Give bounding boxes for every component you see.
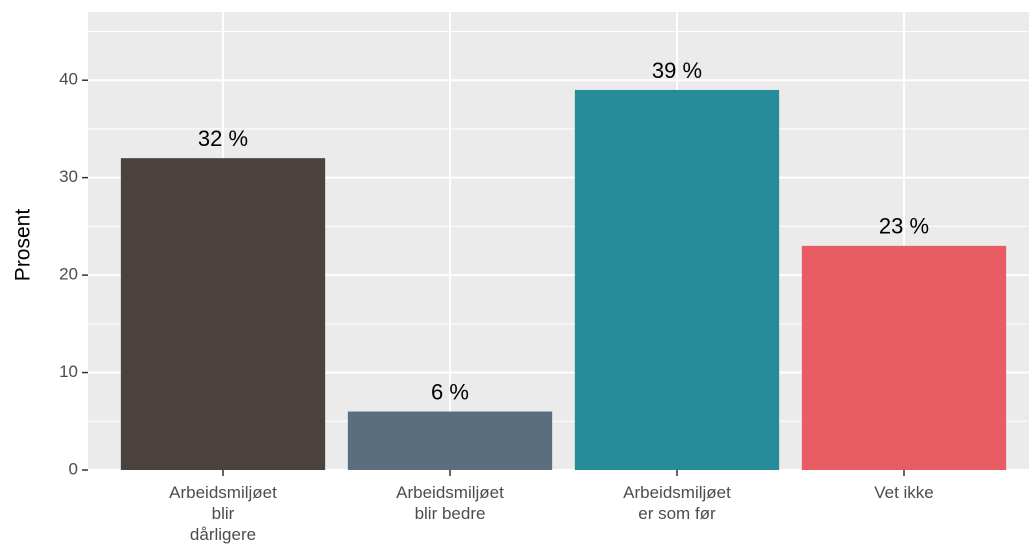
x-tick-label-line: Arbeidsmiljøet bbox=[623, 483, 731, 502]
x-tick-label: Arbeidsmiljøet er som før bbox=[623, 483, 731, 523]
y-tick-label: 20 bbox=[59, 265, 78, 284]
x-tick-label-line: Arbeidsmiljøet bbox=[396, 483, 504, 502]
x-tick-label-line: dårligere bbox=[190, 525, 256, 544]
bar bbox=[574, 89, 780, 470]
x-tick-label-line: Arbeidsmiljøet bbox=[169, 483, 277, 502]
x-tick-label-line: blir bbox=[212, 504, 235, 523]
bar bbox=[801, 245, 1007, 470]
bar bbox=[347, 411, 553, 470]
x-tick-label-line: blir bedre bbox=[415, 504, 486, 523]
x-tick-label-line: er som før bbox=[638, 504, 716, 523]
x-tick-label: Arbeidsmiljøet blir dårligere bbox=[169, 483, 277, 544]
x-tick-label: Arbeidsmiljøet blir bedre bbox=[396, 483, 504, 523]
value-label: 6 % bbox=[431, 379, 469, 404]
y-tick-label: 10 bbox=[59, 362, 78, 381]
value-label: 32 % bbox=[198, 126, 248, 151]
y-tick-label: 40 bbox=[59, 70, 78, 89]
y-tick-label: 30 bbox=[59, 167, 78, 186]
value-label: 39 % bbox=[652, 58, 702, 83]
bar bbox=[120, 158, 326, 470]
x-tick-label: Vet ikke bbox=[874, 483, 934, 502]
value-label: 23 % bbox=[879, 214, 929, 239]
y-tick-label: 0 bbox=[69, 459, 78, 478]
x-tick-label-line: Vet ikke bbox=[874, 483, 934, 502]
y-axis-label: Prosent bbox=[12, 209, 35, 282]
